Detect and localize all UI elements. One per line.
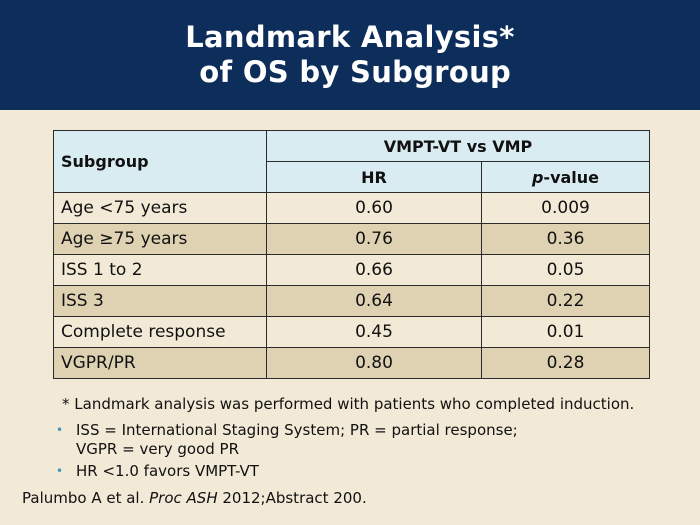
- pvalue-cell: 0.009: [481, 192, 650, 224]
- subgroup-cell: ISS 3: [53, 285, 267, 317]
- hr-cell: 0.45: [266, 316, 482, 348]
- list-item: • HR <1.0 favors VMPT-VT: [54, 462, 674, 481]
- title-banner: Landmark Analysis* of OS by Subgroup: [0, 0, 700, 110]
- pvalue-cell: 0.36: [481, 223, 650, 255]
- subgroup-cell: Age <75 years: [53, 192, 267, 224]
- bullet-dot-icon: •: [56, 423, 64, 437]
- subgroup-cell: VGPR/PR: [53, 347, 267, 379]
- pvalue-header-rest: -value: [543, 167, 600, 187]
- table-header-row: Subgroup VMPT-VT vs VMP: [53, 130, 650, 193]
- pvalue-cell: 0.28: [481, 347, 650, 379]
- hr-cell: 0.76: [266, 223, 482, 255]
- title-line-1: Landmark Analysis*: [185, 20, 515, 54]
- pvalue-cell: 0.22: [481, 285, 650, 317]
- table-row: VGPR/PR 0.80 0.28: [53, 347, 650, 379]
- pvalue-column-header: p-value: [481, 161, 650, 193]
- hr-cell: 0.80: [266, 347, 482, 379]
- landmark-footnote: * Landmark analysis was performed with p…: [62, 395, 635, 413]
- subgroup-cell: ISS 1 to 2: [53, 254, 267, 286]
- table-row: Age <75 years 0.60 0.009: [53, 192, 650, 224]
- table-row: Complete response 0.45 0.01: [53, 316, 650, 348]
- list-item: • ISS = International Staging System; PR…: [54, 421, 674, 459]
- bullet-dot-icon: •: [56, 464, 64, 478]
- citation-journal: Proc ASH: [149, 489, 218, 507]
- pvalue-cell: 0.01: [481, 316, 650, 348]
- title-line-2: of OS by Subgroup: [188, 55, 512, 89]
- abbrev-line-2: VGPR = very good PR: [76, 440, 240, 458]
- hr-column-header: HR: [266, 161, 482, 193]
- comparison-group-header: VMPT-VT vs VMP: [266, 130, 650, 162]
- table-subheader-row: HR p-value: [54, 161, 650, 193]
- subgroup-column-header: Subgroup: [53, 130, 267, 193]
- abbrev-line-1: ISS = International Staging System; PR =…: [76, 421, 518, 439]
- subgroup-table: Subgroup VMPT-VT vs VMP HR p-value Age <…: [53, 130, 650, 379]
- citation-rest: 2012;Abstract 200.: [217, 489, 367, 507]
- table-row: ISS 1 to 2 0.66 0.05: [53, 254, 650, 286]
- citation-authors: Palumbo A et al.: [22, 489, 150, 507]
- pvalue-cell: 0.05: [481, 254, 650, 286]
- table-row: ISS 3 0.64 0.22: [53, 285, 650, 317]
- hr-cell: 0.60: [266, 192, 482, 224]
- hr-note: HR <1.0 favors VMPT-VT: [76, 462, 259, 480]
- citation: Palumbo A et al. Proc ASH 2012;Abstract …: [22, 489, 367, 507]
- abbreviation-list: • ISS = International Staging System; PR…: [54, 421, 674, 484]
- subgroup-cell: Complete response: [53, 316, 267, 348]
- pvalue-italic-p: p: [531, 167, 544, 187]
- subgroup-cell: Age ≥75 years: [53, 223, 267, 255]
- table-row: Age ≥75 years 0.76 0.36: [53, 223, 650, 255]
- hr-cell: 0.66: [266, 254, 482, 286]
- hr-cell: 0.64: [266, 285, 482, 317]
